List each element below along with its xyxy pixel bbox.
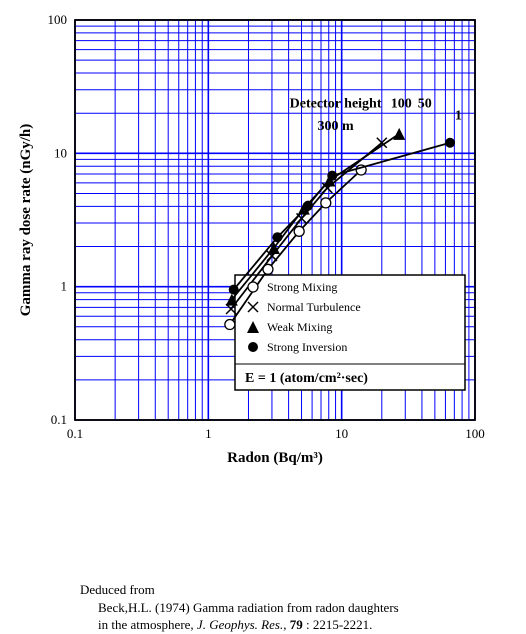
- svg-text:Radon (Bq/m³): Radon (Bq/m³): [227, 450, 323, 466]
- svg-text:E = 1 (atom/cm²·sec): E = 1 (atom/cm²·sec): [245, 371, 368, 386]
- svg-text:100: 100: [465, 426, 485, 441]
- svg-text:Strong Inversion: Strong Inversion: [267, 340, 347, 354]
- svg-text:10: 10: [335, 426, 348, 441]
- svg-text:1: 1: [455, 108, 462, 123]
- svg-text:0.1: 0.1: [67, 426, 83, 441]
- svg-text:Strong Mixing: Strong Mixing: [267, 280, 337, 294]
- svg-text:1: 1: [61, 279, 68, 294]
- svg-text:Gamma ray dose rate (nGy/h): Gamma ray dose rate (nGy/h): [18, 124, 34, 316]
- citation-line2: in the atmosphere, J. Geophys. Res., 79 …: [98, 616, 526, 634]
- svg-text:100: 100: [48, 12, 68, 27]
- svg-text:100: 100: [391, 97, 412, 112]
- svg-text:10: 10: [54, 145, 67, 160]
- svg-text:Detector height: Detector height: [290, 97, 382, 112]
- citation-lead: Deduced from: [80, 581, 526, 599]
- citation-line1: Beck,H.L. (1974) Gamma radiation from ra…: [98, 599, 526, 617]
- citation-block: Deduced from Beck,H.L. (1974) Gamma radi…: [80, 581, 526, 634]
- svg-text:1: 1: [205, 426, 212, 441]
- svg-text:Weak Mixing: Weak Mixing: [267, 320, 332, 334]
- svg-text:300 m: 300 m: [317, 119, 354, 134]
- svg-text:0.1: 0.1: [51, 412, 67, 427]
- chart-container: 0.1 1 10 100 0.1 1 10 100 Radon (Bq/m³) Gamma ray…: [0, 0, 526, 575]
- loglog-chart: 0.1 1 10 100 0.1 1 10 100 Radon (Bq/m³) Gamma ray…: [0, 0, 526, 470]
- svg-text:Normal Turbulence: Normal Turbulence: [267, 300, 361, 314]
- svg-text:50: 50: [418, 97, 432, 112]
